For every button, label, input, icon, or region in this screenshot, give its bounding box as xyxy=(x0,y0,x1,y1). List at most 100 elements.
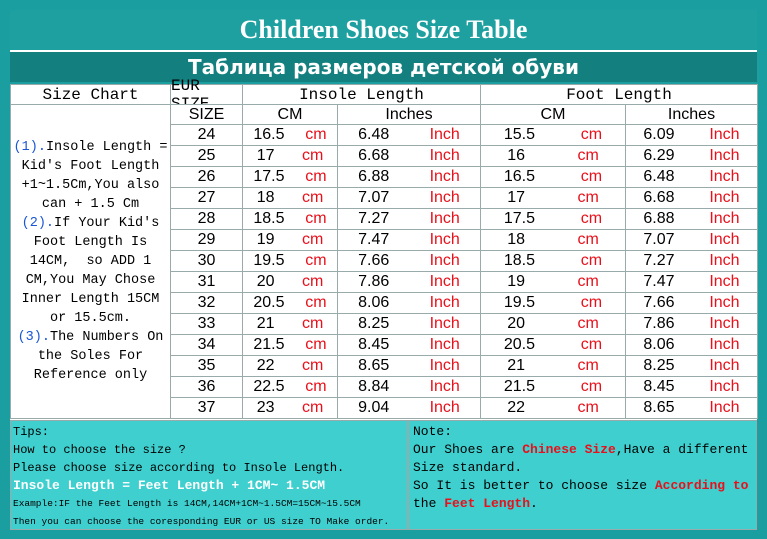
value-cell: 19 cm xyxy=(480,271,626,293)
unit: cm xyxy=(580,294,603,311)
tip-line: Then you can choose the coresponding EUR… xyxy=(13,516,390,527)
size-cell: 36 xyxy=(170,376,243,398)
unit: cm xyxy=(577,231,599,248)
note-marker: (1). xyxy=(13,140,46,155)
value: 7.07 xyxy=(358,189,390,206)
value: 18 xyxy=(507,231,526,248)
size-cell: 29 xyxy=(170,229,243,251)
value: 6.68 xyxy=(643,189,675,206)
notes-cell: (1).Insole Length = Kid's Foot Length +1~1… xyxy=(10,104,171,419)
note-line: Size standard. xyxy=(413,459,752,477)
unit: Inch xyxy=(709,210,740,227)
value-cell: 7.27 Inch xyxy=(337,208,481,230)
unit: cm xyxy=(577,357,599,374)
unit: cm xyxy=(301,147,324,164)
value: 18.5 xyxy=(503,252,536,269)
value: 17.5 xyxy=(253,168,285,185)
value: 21.5 xyxy=(253,336,285,353)
unit: Inch xyxy=(709,189,740,206)
unit: cm xyxy=(577,147,599,164)
value: 6.48 xyxy=(358,126,390,143)
unit: Inch xyxy=(709,126,740,143)
value: 20 xyxy=(507,315,526,332)
value-cell: 17 cm xyxy=(480,187,626,209)
note-marker: (2). xyxy=(21,216,55,231)
value-cell: 7.07 Inch xyxy=(337,187,481,209)
value-cell: 6.48 Inch xyxy=(337,124,481,146)
note-line: Note: xyxy=(413,423,752,441)
note-line: So It is better to choose size According… xyxy=(413,477,752,495)
value: 6.68 xyxy=(358,147,390,164)
unit: Inch xyxy=(709,294,740,311)
note-text: 14CM, so ADD 1 xyxy=(29,254,152,269)
header-cell: EUR SIZE xyxy=(170,77,243,113)
unit: cm xyxy=(301,315,324,332)
value: 7.27 xyxy=(358,210,390,227)
value: 8.25 xyxy=(358,315,390,332)
value: 7.66 xyxy=(643,294,675,311)
value-cell: 22 cm xyxy=(242,355,338,377)
value: 8.06 xyxy=(643,336,675,353)
unit: cm xyxy=(301,189,324,206)
value: 6.48 xyxy=(643,168,675,185)
size-cell: 31 xyxy=(170,271,243,293)
size-cell: 24 xyxy=(170,124,243,146)
size-cell: 34 xyxy=(170,334,243,356)
unit: cm xyxy=(305,126,327,143)
value-cell: 8.65 Inch xyxy=(625,397,758,419)
unit: Inch xyxy=(429,357,460,374)
value: 8.06 xyxy=(358,294,390,311)
unit: cm xyxy=(301,399,324,416)
value-cell: 6.68 Inch xyxy=(337,145,481,167)
value: 7.07 xyxy=(643,231,675,248)
header-cell: Foot Length xyxy=(480,84,758,105)
note-text: Foot Length Is xyxy=(33,235,148,250)
value: 8.25 xyxy=(643,357,675,374)
note-segment: the xyxy=(413,496,445,511)
note-text: CM,You May Chose xyxy=(25,273,156,288)
size-cell: 27 xyxy=(170,187,243,209)
note-line: +1~1.5Cm,You also xyxy=(22,176,160,195)
value-cell: 7.27 Inch xyxy=(625,250,758,272)
value-cell: 7.47 Inch xyxy=(337,229,481,251)
value-cell: 18.5 cm xyxy=(242,208,338,230)
note-text: can + 1.5 Cm xyxy=(41,197,140,212)
unit: Inch xyxy=(429,168,460,185)
value-cell: 8.65 Inch xyxy=(337,355,481,377)
value: 22.5 xyxy=(253,378,285,395)
unit: cm xyxy=(305,252,327,269)
unit: cm xyxy=(580,168,603,185)
unit: Inch xyxy=(429,294,460,311)
value-cell: 20 cm xyxy=(480,313,626,335)
size-cell: 26 xyxy=(170,166,243,188)
note-segment: According to xyxy=(654,478,749,493)
value-cell: 17.5 cm xyxy=(480,208,626,230)
value: 17 xyxy=(256,147,275,164)
unit: cm xyxy=(577,273,599,290)
value: 16.5 xyxy=(253,126,285,143)
note-segment: Feet Length xyxy=(444,496,531,511)
tip-line: Please choose size according to Insole L… xyxy=(13,461,345,475)
size-cell: 30 xyxy=(170,250,243,272)
unit: cm xyxy=(577,399,599,416)
unit: Inch xyxy=(709,336,740,353)
unit: Inch xyxy=(709,357,740,374)
value: 8.65 xyxy=(643,399,675,416)
value: 7.86 xyxy=(643,315,675,332)
note-line: or 15.5cm. xyxy=(50,309,131,328)
value: 6.88 xyxy=(643,210,675,227)
value-cell: 16.5 cm xyxy=(480,166,626,188)
header-cell: Size Chart xyxy=(10,84,171,105)
value: 17 xyxy=(507,189,526,206)
value-cell: 22 cm xyxy=(480,397,626,419)
unit: Inch xyxy=(429,315,460,332)
subheader-cell: CM xyxy=(480,104,626,125)
value: 19 xyxy=(507,273,526,290)
unit: Inch xyxy=(429,378,460,395)
value-cell: 7.66 Inch xyxy=(337,250,481,272)
note-segment: Our Shoes are xyxy=(413,442,523,457)
value-cell: 20.5 cm xyxy=(242,292,338,314)
value-cell: 7.66 Inch xyxy=(625,292,758,314)
note-text: Kid's Foot Length xyxy=(21,159,160,174)
